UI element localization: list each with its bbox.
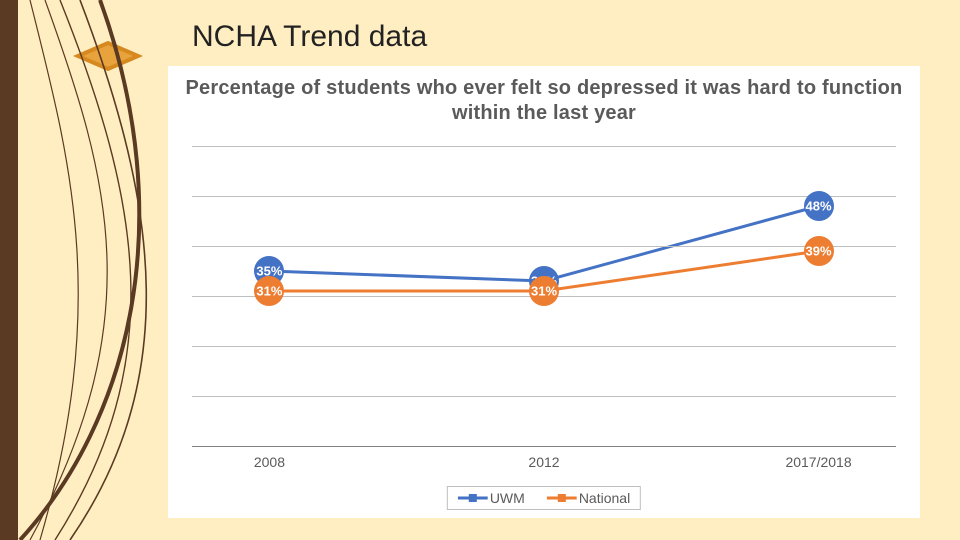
x-tick-label: 2008	[254, 454, 285, 470]
page-title: NCHA Trend data	[192, 20, 427, 54]
x-tick-label: 2017/2018	[785, 454, 851, 470]
grid-line	[192, 246, 896, 247]
legend-swatch-icon	[458, 492, 488, 504]
grid-line	[192, 346, 896, 347]
data-label: 39%	[806, 244, 832, 259]
chart-title: Percentage of students who ever felt so …	[168, 76, 920, 126]
legend: UWM National	[447, 486, 641, 510]
plot-area: 35%33%48%31%31%39%	[192, 146, 896, 446]
left-accent-bar	[0, 0, 18, 540]
grid-line	[192, 396, 896, 397]
x-tick-label: 2012	[528, 454, 559, 470]
legend-swatch-icon	[547, 492, 577, 504]
legend-item-uwm: UWM	[458, 490, 525, 506]
chart-panel: Percentage of students who ever felt so …	[168, 66, 920, 518]
legend-label: National	[579, 490, 630, 506]
legend-label: UWM	[490, 490, 525, 506]
slide-root: NCHA Trend data Percentage of students w…	[0, 0, 960, 540]
data-label: 31%	[256, 284, 282, 299]
grid-line	[192, 196, 896, 197]
data-label: 48%	[806, 199, 832, 214]
data-label: 31%	[531, 284, 557, 299]
legend-item-national: National	[547, 490, 630, 506]
x-axis-line	[192, 446, 896, 447]
grid-line	[192, 146, 896, 147]
